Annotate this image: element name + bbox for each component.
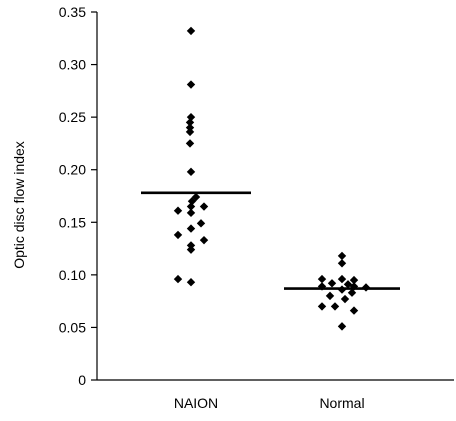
- data-point: [349, 275, 359, 285]
- data-point: [185, 139, 195, 148]
- y-tick-label: 0: [78, 372, 86, 388]
- data-point: [349, 306, 359, 315]
- y-tick-label: 0.30: [59, 57, 86, 73]
- data-point: [337, 322, 347, 331]
- data-point: [185, 127, 195, 137]
- data-point: [185, 123, 195, 132]
- data-point: [186, 26, 196, 36]
- plot-area: 0 0.05 0.10 0.15 0.20 0.25 0.30 0.35 NAION Norma…: [59, 4, 454, 411]
- data-point: [337, 259, 347, 268]
- data-point: [199, 235, 209, 245]
- data-point: [361, 283, 371, 292]
- data-point: [317, 282, 327, 291]
- data-point: [186, 208, 196, 218]
- y-tick-label: 0.20: [59, 162, 86, 178]
- x-tick-label: NAION: [174, 395, 218, 411]
- y-tick-label: 0.05: [59, 319, 86, 335]
- y-tick-label: 0.25: [59, 109, 86, 125]
- data-point: [191, 192, 201, 202]
- y-tick-label: 0.15: [59, 214, 86, 230]
- data-point: [325, 291, 335, 301]
- data-point: [186, 112, 196, 122]
- data-point: [337, 274, 347, 284]
- data-point: [186, 202, 196, 211]
- data-point: [186, 278, 196, 287]
- data-point: [186, 245, 196, 254]
- data-point: [317, 274, 327, 284]
- data-point: [347, 288, 357, 297]
- data-point: [173, 206, 183, 215]
- mean-lines: [141, 191, 400, 290]
- y-ticks: 0 0.05 0.10 0.15 0.20 0.25 0.30 0.35: [59, 4, 97, 388]
- data-point: [317, 302, 327, 311]
- data-point: [196, 219, 206, 228]
- data-point: [186, 80, 196, 89]
- data-point: [337, 251, 347, 261]
- data-point: [173, 274, 183, 284]
- data-point: [330, 302, 340, 311]
- data-point: [327, 279, 337, 288]
- data-point: [186, 224, 196, 233]
- y-tick-label: 0.35: [59, 4, 86, 20]
- data-point: [349, 282, 359, 291]
- y-tick-label: 0.10: [59, 267, 86, 283]
- data-point: [173, 230, 183, 240]
- x-tick-label: Normal: [319, 395, 364, 411]
- data-points: [173, 26, 371, 331]
- data-point: [199, 202, 209, 211]
- y-axis-title: Optic disc flow index: [11, 141, 27, 269]
- data-point: [187, 197, 197, 206]
- data-point: [186, 167, 196, 177]
- data-point: [185, 118, 195, 127]
- x-ticks: NAION Normal: [174, 395, 365, 411]
- data-point: [340, 294, 350, 304]
- data-point: [337, 285, 347, 294]
- data-point: [186, 241, 196, 250]
